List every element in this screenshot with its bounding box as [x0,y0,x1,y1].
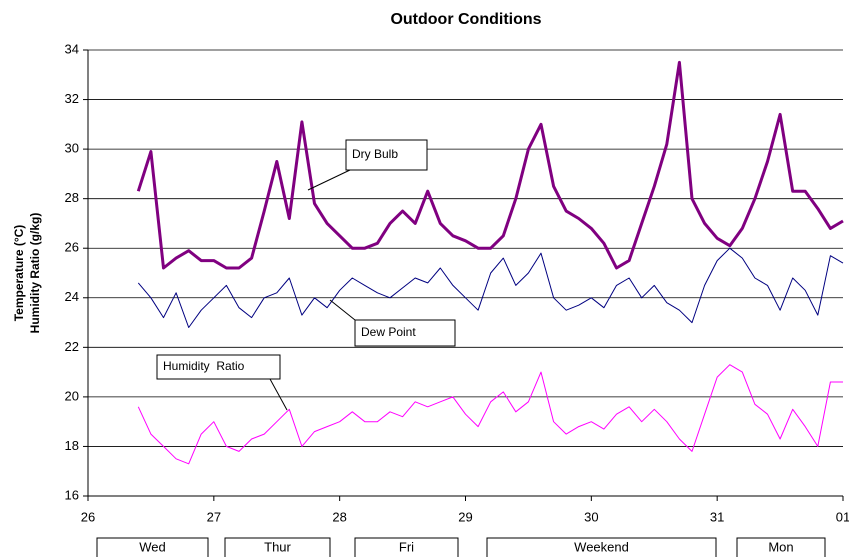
y-tick-label: 32 [65,91,79,106]
x-tick-label: 30 [584,509,598,524]
y-tick-label: 28 [65,190,79,205]
day-label: Fri [399,539,414,554]
series-line [137,247,844,328]
day-label: Thur [264,539,291,554]
callout-box [156,354,281,380]
day-box [736,537,826,557]
series-line [136,60,844,270]
x-tick-label: 01 [836,509,849,524]
day-label: Weekend [574,539,629,554]
callout-leader [269,378,288,411]
x-tick-label: 29 [458,509,472,524]
day-box [354,537,459,557]
y-tick-label: 20 [65,388,79,403]
legend-label: Humidity Ratio [163,359,245,373]
y-tick-label: 26 [65,240,79,255]
chart-title: Outdoor Conditions [390,11,541,28]
callout-box [345,139,428,171]
callout-leader [307,169,351,191]
y-tick-label: 18 [65,438,79,453]
day-box [224,537,331,557]
y-tick-label: 24 [65,289,79,304]
x-tick-label: 31 [710,509,724,524]
y-tick-label: 34 [65,41,79,56]
y-axis-label: Humidity Ratio (g/kg) [28,213,42,334]
x-tick-label: 28 [332,509,346,524]
y-tick-label: 30 [65,141,79,156]
series-line [137,364,843,465]
callout-leader [329,299,356,321]
y-tick-label: 16 [65,487,79,502]
x-tick-label: 27 [207,509,221,524]
callout-box [354,319,456,347]
legend-label: Dew Point [361,325,416,339]
y-axis-label: Temperature (°C) [12,225,26,322]
y-tick-label: 22 [65,339,79,354]
day-box [486,537,717,557]
legend-label: Dry Bulb [352,147,398,161]
day-label: Mon [768,539,793,554]
day-box [96,537,209,557]
x-tick-label: 26 [81,509,95,524]
day-label: Wed [139,539,166,554]
